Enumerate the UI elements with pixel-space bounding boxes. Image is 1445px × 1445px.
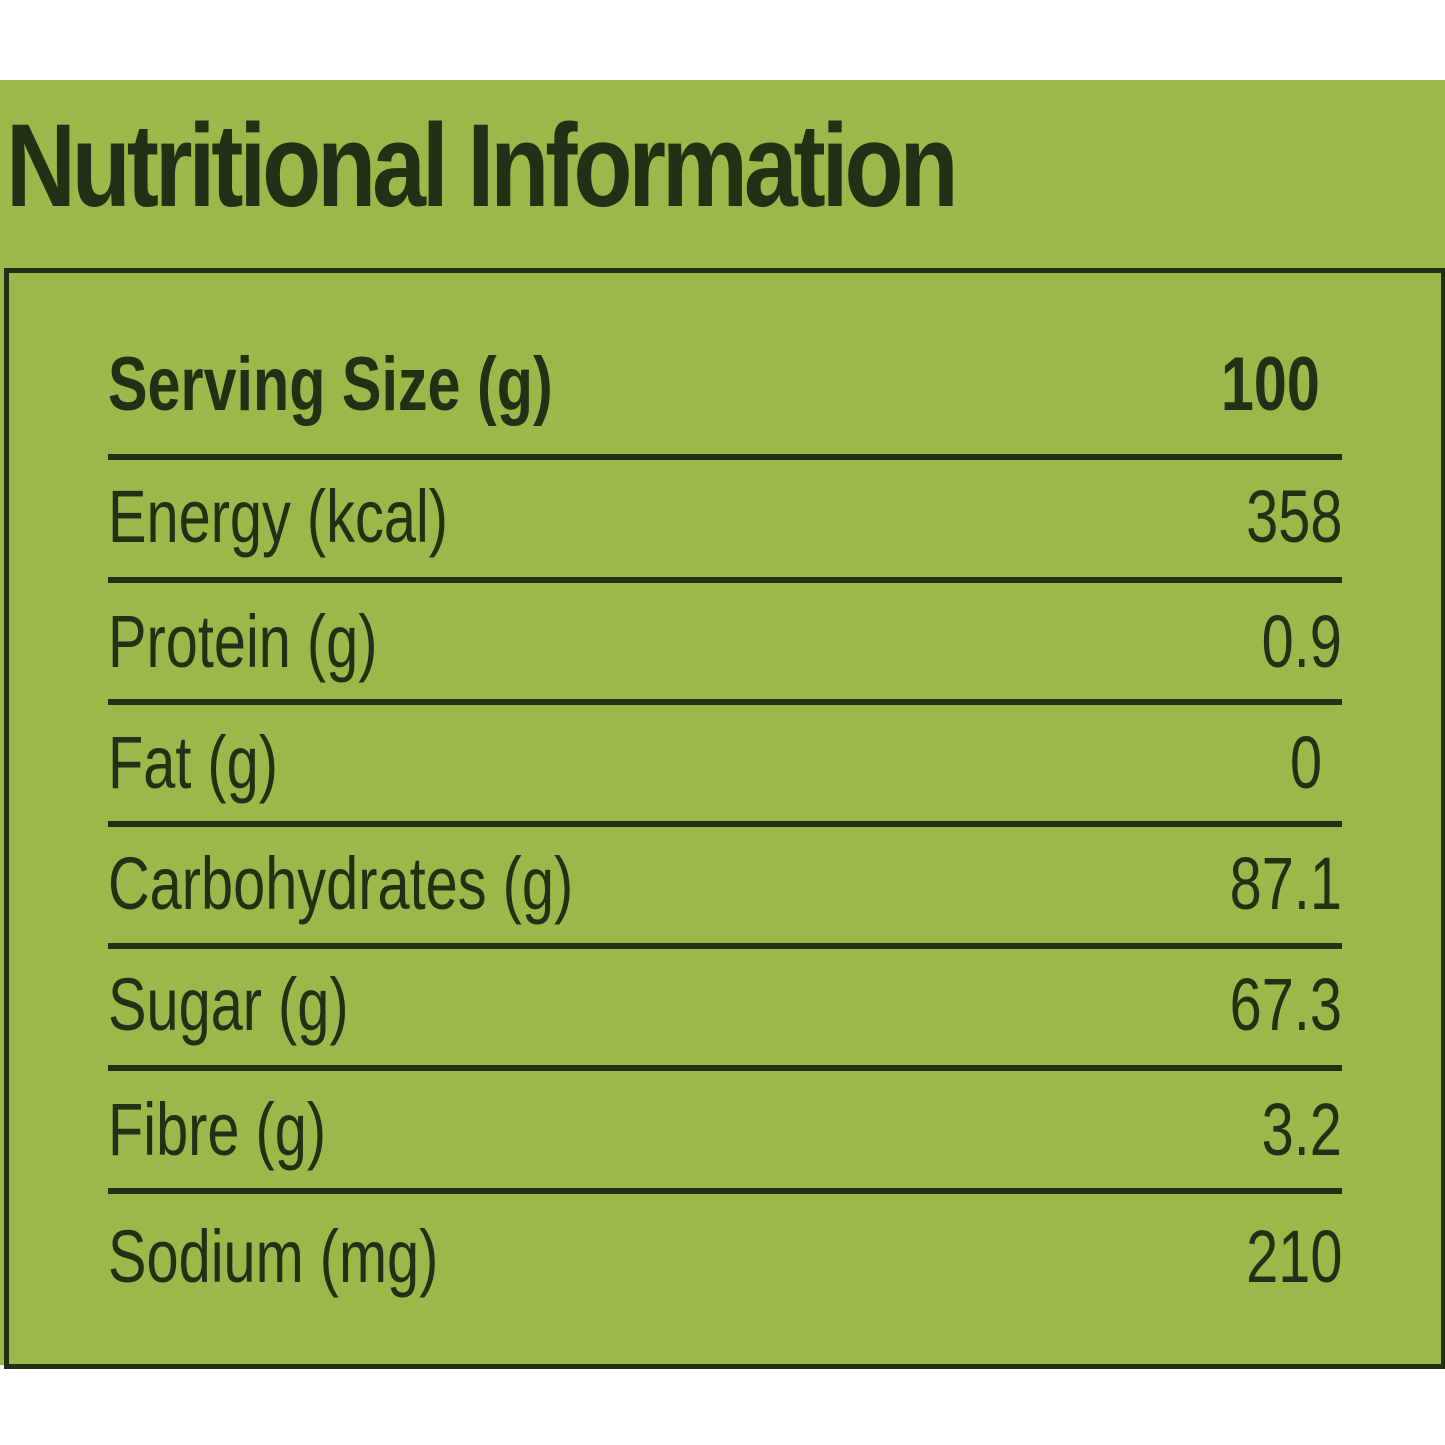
row-label: Carbohydrates (g) [108, 842, 574, 925]
table-row: Carbohydrates (g) 87.1 [108, 839, 1342, 929]
table-row: Fat (g) 0 [108, 718, 1342, 808]
row-label: Energy (kcal) [108, 475, 449, 558]
table-row: Fibre (g) 3.2 [108, 1085, 1342, 1175]
divider [108, 1188, 1342, 1194]
nutrition-table [4, 268, 1445, 1369]
divider [108, 1065, 1342, 1071]
serving-size-value: 100 [1221, 342, 1320, 427]
row-label: Protein (g) [108, 600, 378, 683]
page-title: Nutritional Information [6, 100, 959, 232]
row-value: 67.3 [1229, 963, 1342, 1046]
row-label: Sugar (g) [108, 963, 349, 1046]
row-label: Fat (g) [108, 721, 278, 804]
divider [108, 454, 1342, 460]
row-value: 0 [1289, 721, 1322, 804]
row-label: Sodium (mg) [108, 1215, 439, 1298]
row-value: 210 [1245, 1215, 1342, 1298]
row-value: 0.9 [1261, 600, 1342, 683]
table-row: Energy (kcal) 358 [108, 472, 1342, 562]
table-header-row: Serving Size (g) 100 [108, 340, 1342, 430]
table-row: Protein (g) 0.9 [108, 597, 1342, 687]
divider [108, 943, 1342, 949]
table-row: Sugar (g) 67.3 [108, 960, 1342, 1050]
serving-size-label: Serving Size (g) [108, 342, 553, 427]
row-value: 87.1 [1229, 842, 1342, 925]
row-value: 358 [1245, 475, 1342, 558]
row-value: 3.2 [1261, 1088, 1342, 1171]
divider [108, 577, 1342, 583]
divider [108, 821, 1342, 827]
row-label: Fibre (g) [108, 1088, 327, 1171]
divider [108, 699, 1342, 705]
table-row: Sodium (mg) 210 [108, 1212, 1342, 1302]
